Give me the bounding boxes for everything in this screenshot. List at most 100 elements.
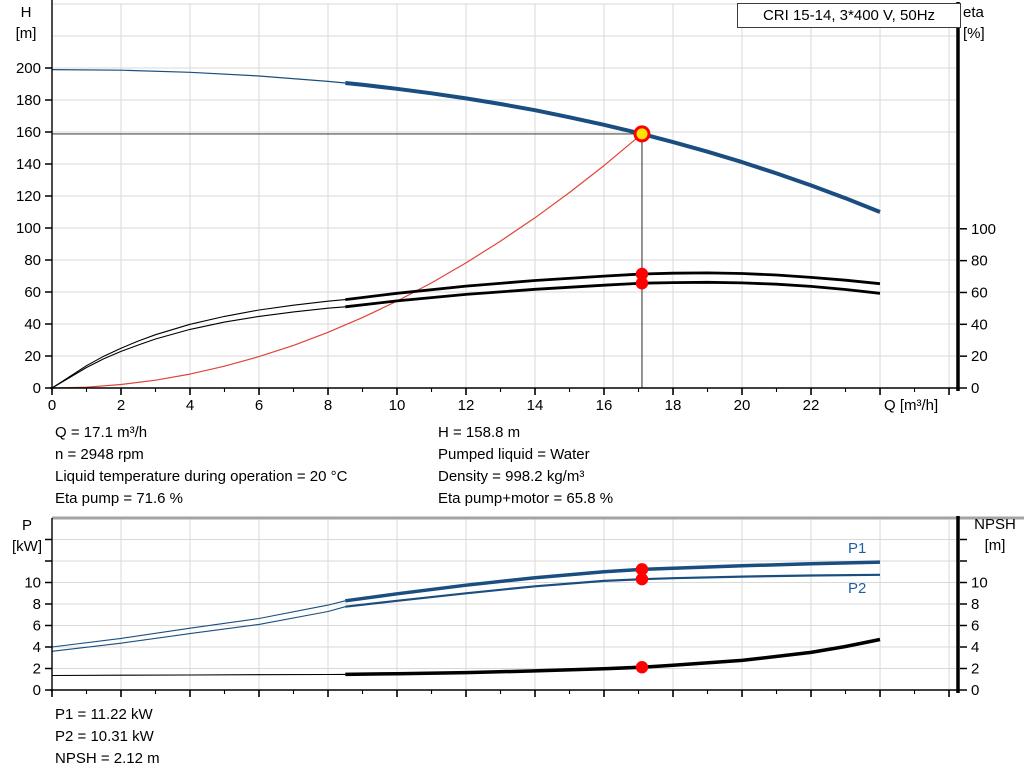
p2-curve <box>345 573 881 608</box>
info-eta-pump: Eta pump = 71.6 % <box>55 490 183 507</box>
pump-info-bottom: P1 = 11.22 kW P2 = 10.31 kW NPSH = 2.12 … <box>55 704 160 770</box>
duty-point-markers <box>633 125 651 290</box>
left-axis-tick-label: 0 <box>33 682 41 699</box>
info-n: n = 2948 rpm <box>55 446 144 463</box>
info-liquid-temp: Liquid temperature during operation = 20… <box>55 468 348 485</box>
duty-point-ring-marker <box>633 125 651 143</box>
x-axis-tick-label: 20 <box>734 397 751 414</box>
duty-point-dot-marker <box>635 661 649 674</box>
x-axis-tick-label: 18 <box>665 397 682 414</box>
right-axis-tick-label: 40 <box>971 316 988 333</box>
x-axis-tick-label: 10 <box>389 397 406 414</box>
eta-pump-curve <box>345 271 881 301</box>
info-density: Density = 998.2 kg/m³ <box>438 468 585 485</box>
p1-curve-extension <box>51 600 346 648</box>
eta-pump-motor-curve-extension <box>51 306 346 389</box>
gridlines <box>52 3 958 388</box>
info-p1: P1 = 11.22 kW <box>55 706 153 723</box>
x-axis-tick-label: 6 <box>255 397 263 414</box>
p2-curve-label: P2 <box>848 580 867 597</box>
curves <box>51 69 881 389</box>
right-axis-tick-label: 8 <box>971 596 979 613</box>
gridlines <box>52 517 958 690</box>
left-axis-tick-label: 40 <box>24 316 41 333</box>
left-axis-tick-label: 20 <box>24 348 41 365</box>
x-axis-tick-label: 4 <box>186 397 194 414</box>
left-axis-tick-label: 6 <box>33 618 41 635</box>
head-curve <box>345 81 881 214</box>
right-axis-tick-label: 6 <box>971 618 979 635</box>
axes <box>50 0 960 391</box>
p-axis-title-line2: [kW] <box>12 538 42 555</box>
pump-designation-box: CRI 15-14, 3*400 V, 50Hz <box>737 3 961 28</box>
eta-pump-motor-curve <box>345 280 881 309</box>
duty-point-markers <box>635 563 649 674</box>
right-axis-tick-label: 20 <box>971 348 988 365</box>
duty-point-dot-marker <box>635 267 649 281</box>
p-axis-title-line1: P <box>21 517 32 534</box>
right-axis-tick-label: 0 <box>971 380 979 397</box>
npsh-curve-extension <box>51 673 346 677</box>
right-axis-tick-label: 0 <box>971 682 979 699</box>
info-eta-pump-motor: Eta pump+motor = 65.8 % <box>438 490 614 507</box>
head-curve-extension <box>51 69 346 84</box>
p1-curve-label: P1 <box>848 540 867 557</box>
duty-point-dot-marker <box>635 277 649 290</box>
p2-curve-extension <box>51 606 346 652</box>
h-axis-title: H [m] <box>8 2 44 44</box>
left-axis-tick-label: 140 <box>16 156 41 173</box>
x-axis-tick-label: 0 <box>48 397 56 414</box>
left-axis-tick-label: 120 <box>16 188 41 205</box>
duty-point-dot-marker <box>635 572 649 586</box>
duty-point-crosshair <box>52 133 643 388</box>
left-axis-tick-label: 0 <box>33 380 41 397</box>
left-axis-tick-label: 10 <box>24 575 41 592</box>
left-axis-tick-label: 80 <box>24 252 41 269</box>
right-axis-tick-label: 4 <box>971 639 979 656</box>
eta-axis-title-line2: [%] <box>963 25 985 42</box>
x-axis-tick-label: 2 <box>117 397 125 414</box>
x-axis-tick-label: 14 <box>527 397 544 414</box>
npsh-axis-title-line2: [m] <box>984 537 1006 554</box>
right-axis-tick-label: 100 <box>971 221 996 238</box>
left-axis-tick-label: 4 <box>33 639 41 656</box>
info-h: H = 158.8 m <box>438 424 521 441</box>
left-axis-tick-label: 2 <box>33 661 41 678</box>
info-p2: P2 = 10.31 kW <box>55 728 154 745</box>
right-axis-tick-label: 2 <box>971 661 979 678</box>
info-pumped-liquid: Pumped liquid = Water <box>438 446 590 463</box>
info-q: Q = 17.1 m³/h <box>55 424 148 441</box>
left-axis-tick-label: 180 <box>16 92 41 109</box>
pump-info-right: H = 158.8 m Pumped liquid = Water Densit… <box>438 422 613 510</box>
x-axis-tick-label: 22 <box>803 397 820 414</box>
tick-marks-and-labels: 0 20 40 60 80 100 120 140 160 180 200 0 20 40 60 80 100 0… <box>16 60 996 414</box>
affinity-parabola <box>51 133 643 389</box>
eta-pump-curve-extension <box>51 299 346 389</box>
p-axis-title: P [kW] <box>6 515 48 557</box>
right-axis-tick-label: 60 <box>971 284 988 301</box>
h-axis-title-line2: [m] <box>15 25 37 42</box>
npsh-axis-title-line1: NPSH <box>974 516 1016 533</box>
right-axis-tick-label: 10 <box>971 575 988 592</box>
axes <box>50 516 1024 693</box>
q-axis-title: Q [m³/h] <box>884 397 939 414</box>
npsh-curve <box>345 637 881 677</box>
left-axis-tick-label: 60 <box>24 284 41 301</box>
left-axis-tick-label: 100 <box>16 220 41 237</box>
info-npsh: NPSH = 2.12 m <box>55 750 160 767</box>
p1-curve <box>345 560 881 603</box>
right-axis-tick-label: 80 <box>971 253 988 270</box>
npsh-axis-title: NPSH [m] <box>966 514 1024 556</box>
left-axis-tick-label: 200 <box>16 60 41 77</box>
pump-info-left: Q = 17.1 m³/h n = 2948 rpm Liquid temper… <box>55 422 347 510</box>
tick-marks-and-labels: 0 2 4 6 8 10 0 2 4 6 8 10 <box>24 538 988 699</box>
x-axis-tick-label: 16 <box>596 397 613 414</box>
x-axis-tick-label: 12 <box>458 397 475 414</box>
eta-axis-title: eta [%] <box>963 2 1013 44</box>
left-axis-tick-label: 8 <box>33 596 41 613</box>
left-axis-tick-label: 160 <box>16 124 41 141</box>
x-axis-tick-label: 8 <box>324 397 332 414</box>
h-axis-title-line1: H <box>20 4 32 21</box>
